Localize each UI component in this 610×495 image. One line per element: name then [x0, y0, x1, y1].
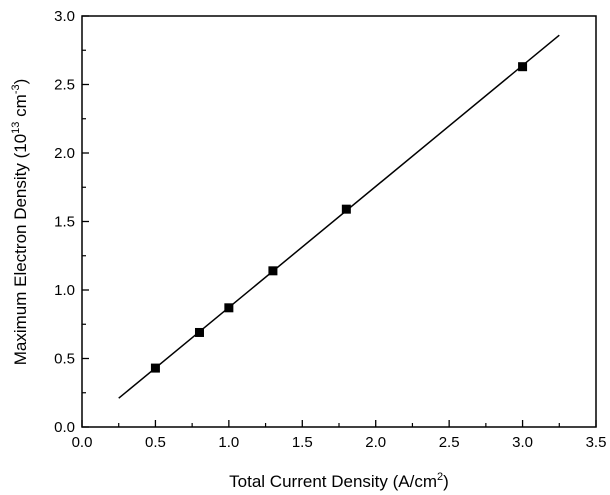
y-tick-label: 3.0 — [54, 8, 75, 25]
y-tick-label: 1.5 — [54, 214, 75, 231]
data-point — [224, 303, 234, 313]
data-point — [150, 363, 160, 373]
y-tick-label: 2.5 — [54, 77, 75, 94]
y-axis-ticks: 0.0 0.5 1.0 1.5 2.0 2.5 3.0 — [54, 8, 89, 436]
y-tick-label: 1.0 — [54, 282, 75, 299]
x-axis-label: Total Current Density (A/cm2) — [229, 471, 449, 491]
x-tick-label: 2.5 — [439, 434, 460, 451]
x-tick-label: 2.0 — [365, 434, 386, 451]
fit-line — [118, 34, 560, 399]
y-tick-label: 2.0 — [54, 145, 75, 162]
x-tick-label: 3.5 — [586, 434, 607, 451]
data-point — [194, 327, 204, 337]
x-axis-ticks: 0.0 0.5 1.0 1.5 2.0 2.5 3.0 3.5 — [72, 420, 607, 451]
x-tick-label: 3.0 — [512, 434, 533, 451]
data-point — [341, 204, 351, 214]
y-tick-label: 0.0 — [54, 419, 75, 436]
y-axis-label: Maximum Electron Density (1013 cm-3) — [10, 79, 30, 366]
x-tick-label: 1.0 — [218, 434, 239, 451]
y-tick-label: 0.5 — [54, 351, 75, 368]
data-point — [268, 266, 278, 276]
x-tick-label: 1.5 — [292, 434, 313, 451]
data-point — [518, 62, 528, 72]
data-points — [150, 62, 528, 373]
x-tick-label: 0.5 — [145, 434, 166, 451]
x-tick-label: 0.0 — [72, 434, 93, 451]
